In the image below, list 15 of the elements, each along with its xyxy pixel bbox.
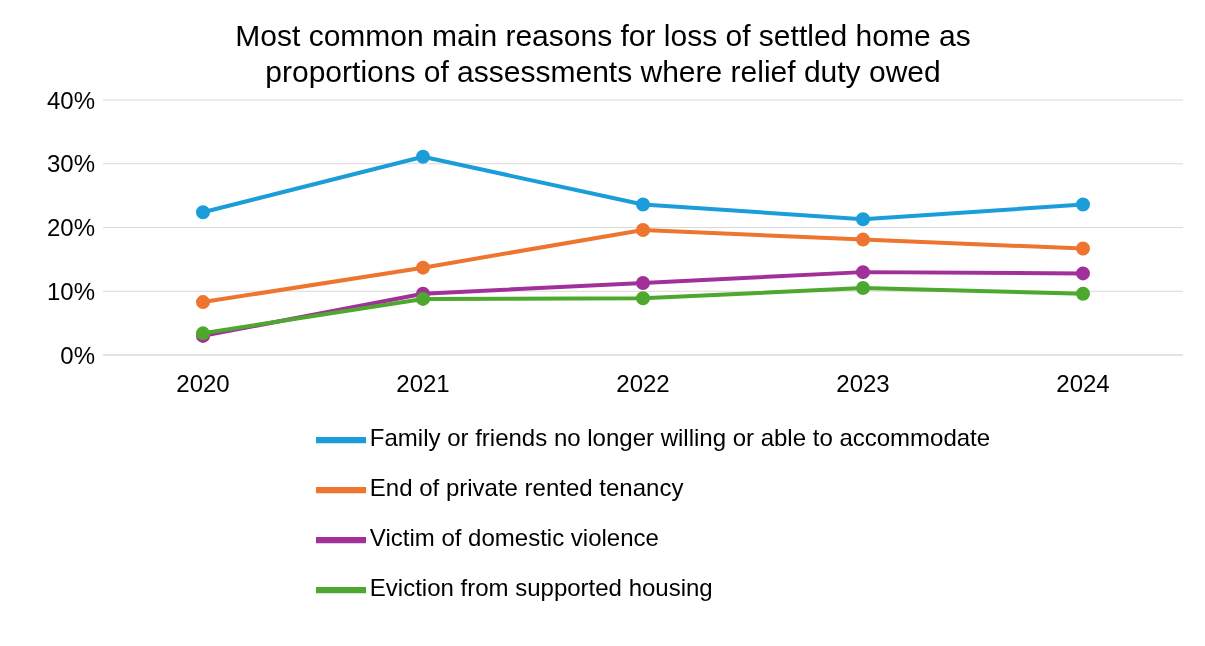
x-tick-label: 2023 [836,370,890,398]
legend-label: Victim of domestic violence [369,524,659,552]
y-tick-label: 30% [46,150,95,178]
y-tick-label: 40% [46,86,95,114]
legend-label: Eviction from supported housing [369,574,713,602]
y-tick-label: 10% [46,277,95,305]
x-tick-label: 2020 [176,370,230,398]
x-tick-label: 2021 [396,370,450,398]
legend-label: Family or friends no longer willing or able to accommodate [369,424,991,452]
chart-title: Most common main reasons for loss of settled home as proportions of assessments where relief duty owed [235,19,971,88]
y-tick-label: 20% [46,214,95,242]
legend-label: End of private rented tenancy [369,474,684,502]
x-tick-label: 2024 [1056,370,1110,398]
x-tick-label: 2022 [616,370,670,398]
y-tick-label: 0% [60,341,95,369]
